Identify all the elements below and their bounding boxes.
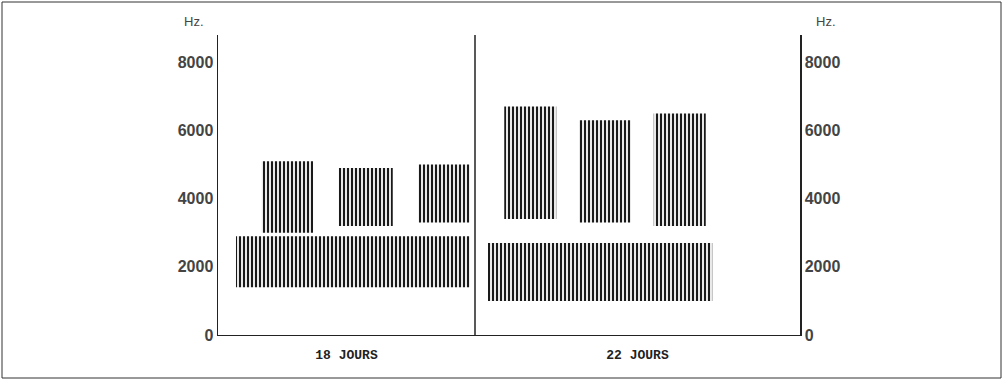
svg-text:4000: 4000 [805,190,841,207]
svg-text:Hz.: Hz. [816,14,836,29]
svg-text:6000: 6000 [805,122,841,139]
svg-text:Hz.: Hz. [184,14,204,29]
svg-text:6000: 6000 [178,122,214,139]
svg-text:18 JOURS: 18 JOURS [315,348,378,363]
svg-text:4000: 4000 [178,190,214,207]
svg-text:8000: 8000 [805,54,841,71]
svg-text:0: 0 [805,327,814,344]
svg-text:2000: 2000 [805,258,841,275]
svg-text:2000: 2000 [178,258,214,275]
svg-text:0: 0 [204,327,213,344]
svg-text:22 JOURS: 22 JOURS [606,348,669,363]
svg-text:8000: 8000 [178,54,214,71]
